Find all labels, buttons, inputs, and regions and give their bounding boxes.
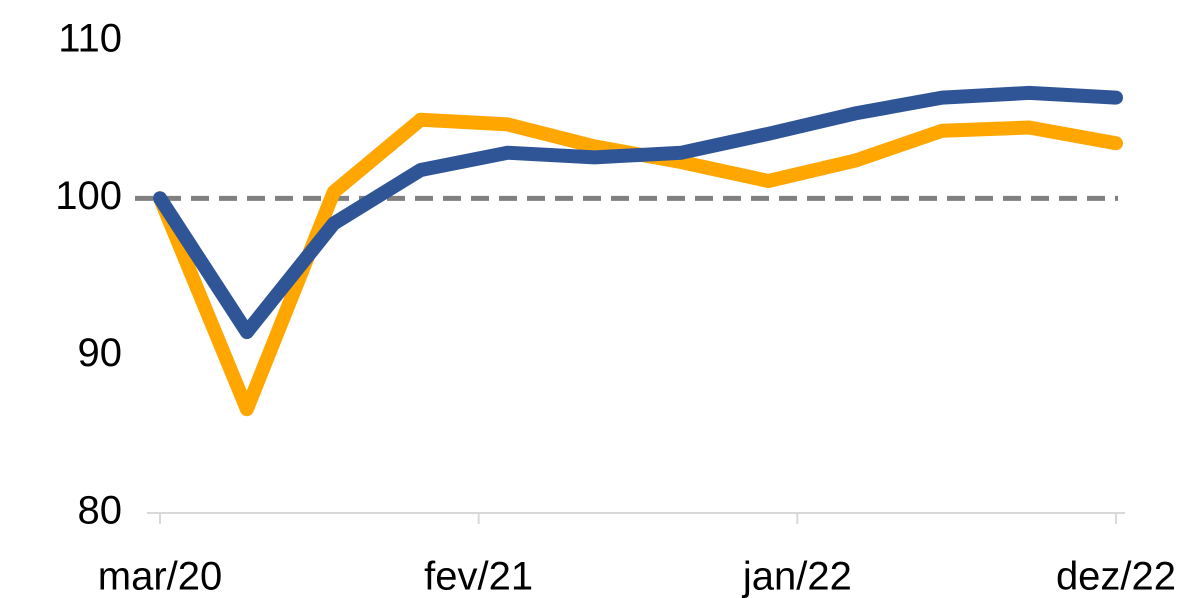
y-tick-label: 110: [58, 17, 122, 61]
x-tick-label: dez/22: [1056, 555, 1176, 598]
series-line: [153, 85, 1123, 340]
y-tick-label: 80: [78, 489, 123, 533]
y-tick-label: 100: [55, 174, 122, 218]
x-tick-label: mar/20: [98, 555, 223, 598]
x-tick-label: fev/21: [424, 555, 533, 598]
x-tick-label: jan/22: [742, 555, 852, 598]
y-tick-label: 90: [78, 331, 123, 375]
